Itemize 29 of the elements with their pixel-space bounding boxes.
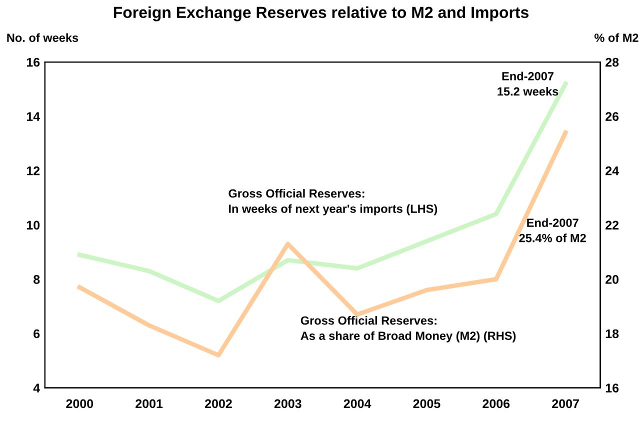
y-tick-label: 12 (26, 166, 40, 176)
y-tick-label: 14 (26, 112, 40, 121)
x-tick-label: 2007 (552, 399, 579, 408)
chart-title: Foreign Exchange Reserves relative to M2 and Imports (114, 6, 529, 22)
x-tick-label: 2000 (66, 399, 94, 408)
x-tick-label: 2004 (344, 399, 372, 408)
y-axis-title: No. of weeks (7, 33, 78, 42)
y2-tick-label: 16 (606, 384, 619, 392)
annotation: Gross Official Reserves: As a share of Broad Money (M2) (RHS) (300, 316, 516, 342)
y2-tick-label: 22 (606, 220, 619, 230)
y-tick-label: 16 (26, 58, 40, 67)
x-tick-label: 2005 (413, 399, 440, 408)
annotation: Gross Official Reserves: In weeks of next year's imports (LHS) (228, 188, 438, 216)
x-tick-label: 2006 (482, 399, 510, 408)
y-tick-label: 10 (26, 220, 40, 230)
y2-tick-label: 18 (606, 329, 619, 338)
x-tick-label: 2001 (136, 399, 163, 408)
y2-tick-label: 20 (606, 275, 619, 284)
y2-tick-label: 24 (606, 166, 619, 176)
x-tick-label: 2002 (205, 399, 232, 408)
y2-axis-title: % of M2 (594, 33, 638, 42)
y-tick-label: 8 (34, 275, 40, 284)
y-tick-label: 6 (34, 329, 40, 338)
y2-tick-label: 26 (606, 112, 619, 121)
y2-tick-label: 28 (606, 58, 619, 67)
annotation: End-2007 15.2 weeks (498, 72, 558, 96)
annotation: End-2007 25.4% of M2 (519, 218, 586, 242)
y-tick-label: 4 (33, 384, 40, 392)
x-tick-label: 2003 (274, 399, 302, 408)
